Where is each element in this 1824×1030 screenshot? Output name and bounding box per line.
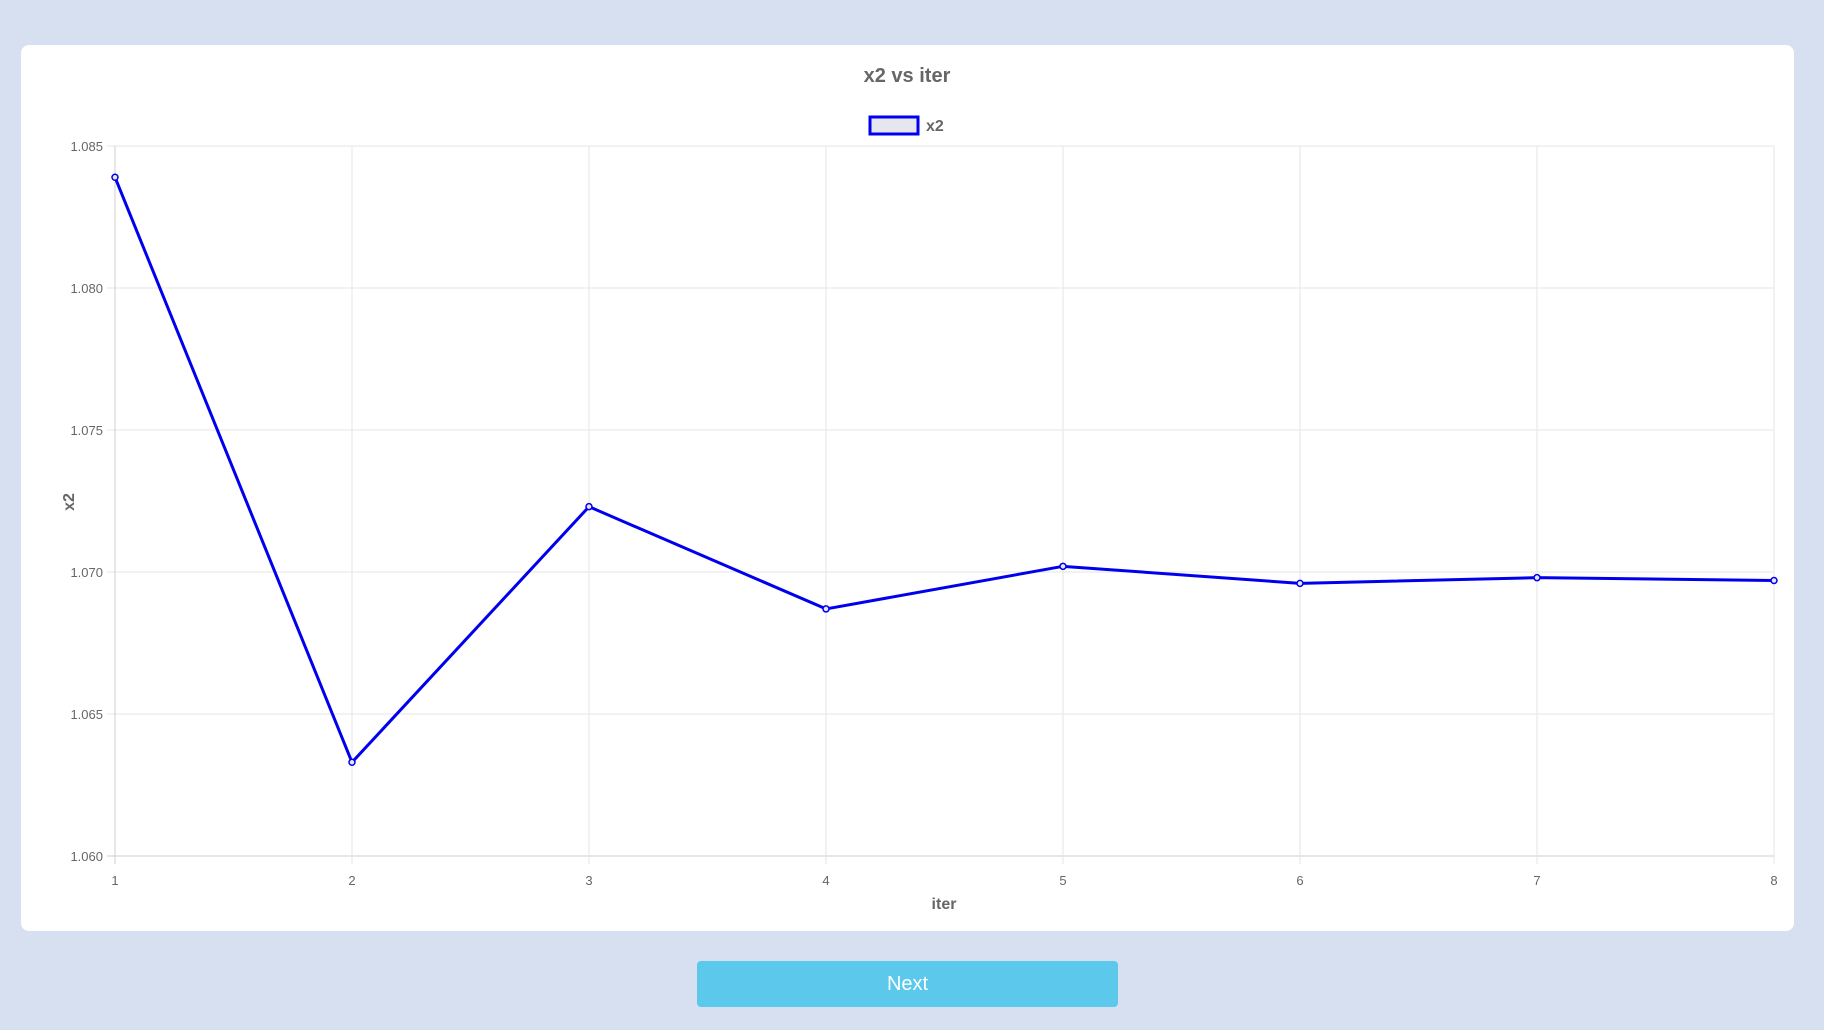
y-tick-label: 1.075 [70,423,103,438]
data-point[interactable] [585,502,593,511]
x-tick-label: 4 [822,873,829,888]
data-point[interactable] [822,605,830,613]
x-tick-label: 3 [585,873,592,888]
y-axis-ticks: 1.060 1.065 1.070 1.075 1.080 1.085 [70,139,103,864]
y-tick-label: 1.080 [70,281,103,296]
legend-label: x2 [926,118,944,135]
data-point[interactable] [1770,576,1778,585]
y-tick-label: 1.060 [70,849,103,864]
line-chart: x2 vs iter x2 1.0601.0651.0701.0751.0801… [61,65,1778,913]
series-x2 [111,173,1778,767]
y-tick-label: 1.065 [70,707,103,722]
x-tick-label: 8 [1770,873,1777,888]
grid [107,145,1775,864]
x-axis-ticks: 1 2 3 4 5 6 7 8 [111,873,1777,888]
next-button[interactable]: Next [697,961,1118,1007]
legend-swatch [868,115,920,136]
x-tick-label: 1 [111,873,118,888]
data-point[interactable] [1296,579,1304,588]
x-axis-title: iter [932,896,957,913]
data-point[interactable] [1533,573,1541,582]
data-point[interactable] [348,758,356,767]
x-tick-label: 2 [348,873,355,888]
chart-title: x2 vs iter [864,65,951,87]
legend[interactable]: x2 [868,115,944,136]
x-tick-label: 7 [1533,873,1540,888]
y-tick-label: 1.070 [70,565,103,580]
x-tick-label: 6 [1296,873,1303,888]
data-point[interactable] [111,173,119,181]
x-tick-label: 5 [1059,873,1066,888]
series-line [113,176,1775,764]
y-axis-title: x2 [61,493,78,511]
chart-card: x2 vs iter x2 1.060 1.065 1.070 1.075 1.080 1… [21,45,1794,931]
data-point[interactable] [1059,562,1067,571]
y-tick-label: 1.085 [70,139,103,154]
